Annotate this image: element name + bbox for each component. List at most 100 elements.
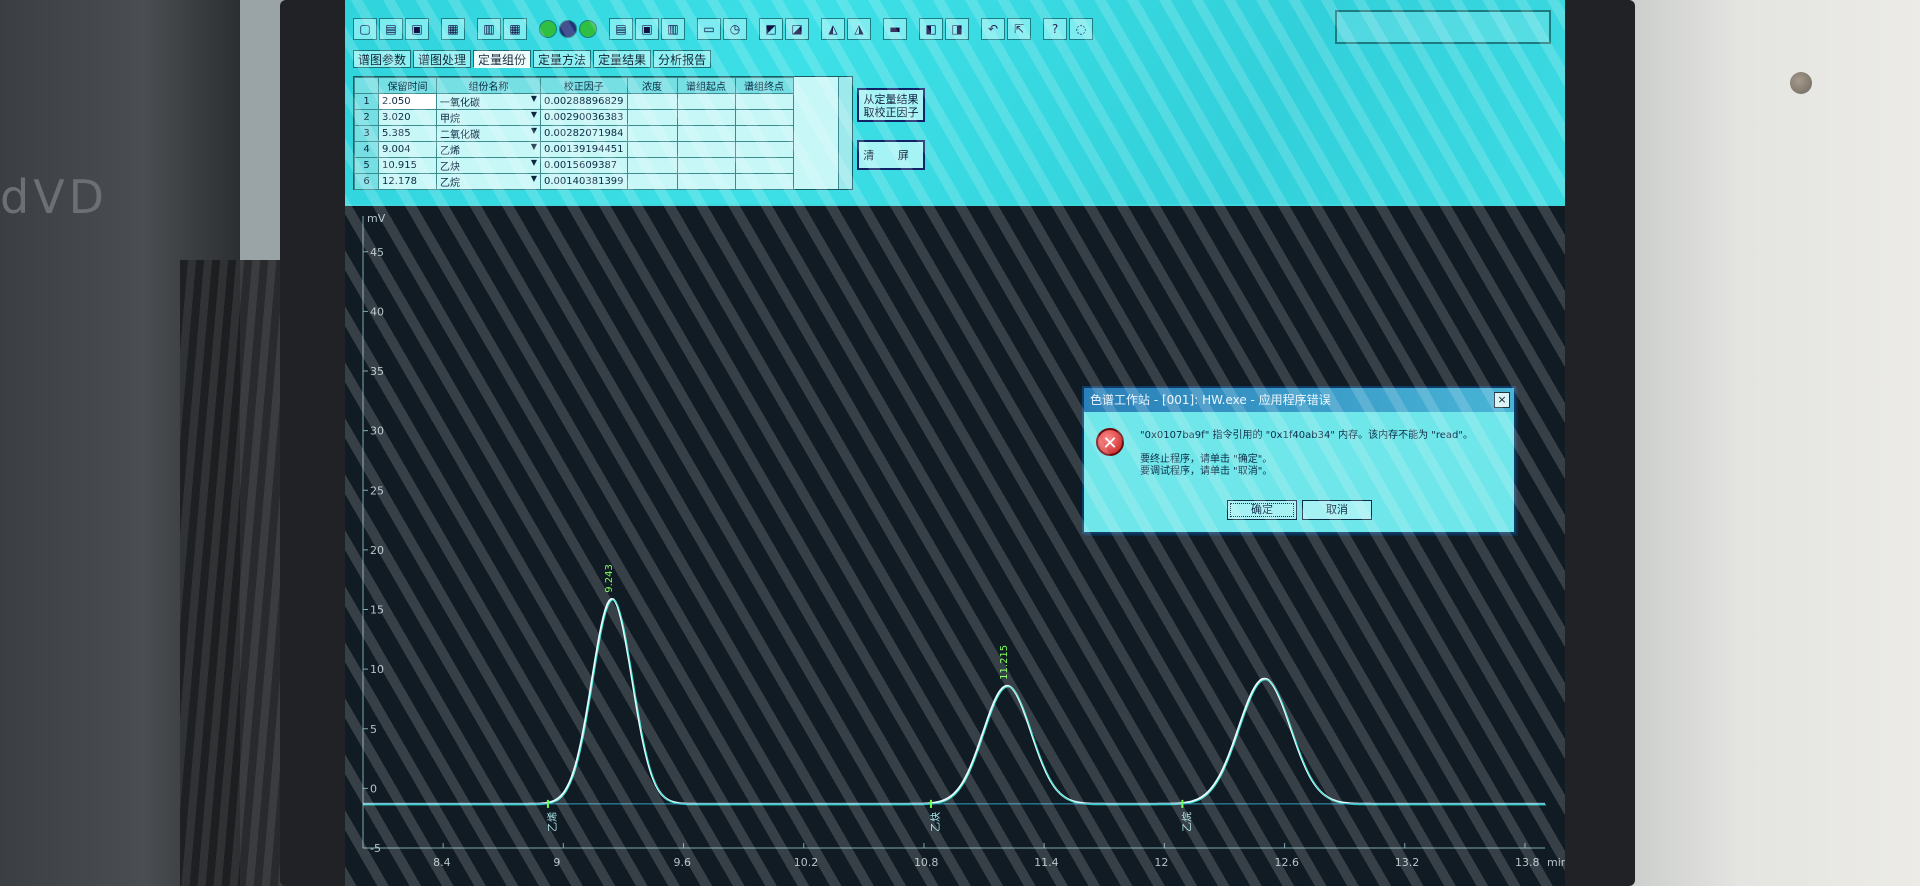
print-icon[interactable]: ▦: [441, 18, 465, 40]
baseline-icon[interactable]: ◮: [847, 18, 871, 40]
component-name-cell[interactable]: 二氧化碳 ▼: [436, 125, 541, 142]
compare-icon[interactable]: ◨: [945, 18, 969, 40]
group-start-cell[interactable]: [676, 157, 736, 174]
row-number: 3: [354, 125, 379, 142]
correction-factor-cell[interactable]: 0.00139194451: [540, 141, 628, 158]
component-name-cell[interactable]: 乙炔 ▼: [436, 157, 541, 174]
export-icon[interactable]: ⇱: [1007, 18, 1031, 40]
group-end-cell[interactable]: [734, 109, 794, 126]
group-start-cell[interactable]: [676, 173, 736, 190]
correction-factor-cell[interactable]: 0.00282071984: [540, 125, 628, 142]
overlay-icon[interactable]: ◧: [919, 18, 943, 40]
zoom-out-icon[interactable]: ◪: [785, 18, 809, 40]
tab-spectrum-processing[interactable]: 谱图处理: [413, 50, 472, 68]
retention-time-cell[interactable]: 12.178: [378, 173, 437, 190]
component-name-header: 组份名称: [436, 77, 541, 94]
peak-component-label: 乙烷: [1180, 812, 1193, 832]
dropdown-arrow-icon[interactable]: ▼: [530, 110, 537, 120]
signal-trace: [363, 597, 1545, 805]
x-unit-label: min: [1547, 856, 1565, 869]
method-icon[interactable]: ▥: [661, 18, 685, 40]
correction-factor-cell[interactable]: 0.00140381399: [540, 173, 628, 190]
toolbar-input[interactable]: [1335, 10, 1551, 44]
table-row[interactable]: 1 2.050 一氧化碳 ▼ 0.00288896829: [354, 93, 794, 110]
concentration-cell[interactable]: [626, 93, 678, 110]
group-end-cell[interactable]: [734, 157, 794, 174]
help-icon[interactable]: ?: [1043, 18, 1067, 40]
tab-analysis-report[interactable]: 分析报告: [653, 50, 712, 68]
tab-quant-method[interactable]: 定量方法: [533, 50, 592, 68]
start-acquisition-icon[interactable]: [539, 20, 557, 38]
retention-time-cell[interactable]: 5.385: [378, 125, 437, 142]
group-end-cell[interactable]: [734, 125, 794, 142]
dropdown-arrow-icon[interactable]: ▼: [530, 142, 537, 152]
save-icon[interactable]: ▣: [405, 18, 429, 40]
dropdown-arrow-icon[interactable]: ▼: [530, 158, 537, 168]
table-row[interactable]: 3 5.385 二氧化碳 ▼ 0.00282071984: [354, 125, 794, 142]
close-icon[interactable]: ×: [1494, 392, 1510, 408]
tab-quant-components[interactable]: 定量组份: [473, 50, 532, 68]
table-row[interactable]: 5 10.915 乙炔 ▼ 0.0015609387: [354, 157, 794, 174]
component-name: 乙烯: [440, 146, 460, 157]
row-number: 2: [354, 109, 379, 126]
correction-factor-cell[interactable]: 0.00288896829: [540, 93, 628, 110]
group-start-cell[interactable]: [676, 141, 736, 158]
run-icon[interactable]: [579, 20, 597, 38]
report-icon[interactable]: ▣: [635, 18, 659, 40]
concentration-cell[interactable]: [626, 173, 678, 190]
retention-time-cell[interactable]: 9.004: [378, 141, 437, 158]
clear-screen-button[interactable]: 清 屏: [857, 140, 925, 170]
get-factor-from-results-button[interactable]: 从定量结果取校正因子: [857, 88, 925, 122]
stop-acquisition-icon[interactable]: [559, 20, 577, 38]
group-start-cell[interactable]: [676, 125, 736, 142]
data-icon[interactable]: ▥: [477, 18, 501, 40]
settings-icon[interactable]: ◷: [723, 18, 747, 40]
dropdown-arrow-icon[interactable]: ▼: [530, 174, 537, 184]
x-tick-label: 12: [1154, 856, 1168, 869]
x-tick-label: 11.4: [1034, 856, 1059, 869]
peak-icon[interactable]: ◭: [821, 18, 845, 40]
concentration-cell[interactable]: [626, 125, 678, 142]
component-name-cell[interactable]: 甲烷 ▼: [436, 109, 541, 126]
about-icon[interactable]: ◌: [1069, 18, 1093, 40]
integrate-icon[interactable]: ▬: [883, 18, 907, 40]
row-number: 4: [354, 141, 379, 158]
table-row[interactable]: 4 9.004 乙烯 ▼ 0.00139194451: [354, 141, 794, 158]
dialog-instruction-ok: 要终止程序，请单击 "确定"。: [1140, 454, 1273, 465]
window-icon[interactable]: ▭: [697, 18, 721, 40]
retention-time-cell[interactable]: 2.050: [378, 93, 437, 110]
group-end-cell[interactable]: [734, 93, 794, 110]
tab-spectrum-params[interactable]: 谱图参数: [353, 50, 412, 68]
table-row[interactable]: 2 3.020 甲烷 ▼ 0.00290036383: [354, 109, 794, 126]
group-start-cell[interactable]: [676, 109, 736, 126]
component-name-cell[interactable]: 乙烯 ▼: [436, 141, 541, 158]
component-name-cell[interactable]: 乙烷 ▼: [436, 173, 541, 190]
open-folder-icon[interactable]: ▤: [379, 18, 403, 40]
concentration-cell[interactable]: [626, 109, 678, 126]
cancel-button[interactable]: 取消: [1302, 500, 1372, 520]
retention-time-cell[interactable]: 3.020: [378, 109, 437, 126]
calc-icon[interactable]: ▤: [609, 18, 633, 40]
x-tick-label: 10.2: [794, 856, 819, 869]
zoom-in-icon[interactable]: ◩: [759, 18, 783, 40]
concentration-cell[interactable]: [626, 141, 678, 158]
chromatogram-chart[interactable]: -5 0 5 10 15 20 25 30 35 40 45 mV 8.4 9 9.6 10.2 10.8 11.…: [345, 204, 1565, 886]
group-start-cell[interactable]: [676, 93, 736, 110]
peak-component-label: 乙烯: [546, 812, 559, 832]
correction-factor-cell[interactable]: 0.0015609387: [540, 157, 628, 174]
correction-factor-cell[interactable]: 0.00290036383: [540, 109, 628, 126]
group-end-cell[interactable]: [734, 141, 794, 158]
dropdown-arrow-icon[interactable]: ▼: [530, 126, 537, 136]
concentration-cell[interactable]: [626, 157, 678, 174]
undo-icon[interactable]: ↶: [981, 18, 1005, 40]
table-icon[interactable]: ▦: [503, 18, 527, 40]
retention-time-cell[interactable]: 10.915: [378, 157, 437, 174]
ok-button[interactable]: 确定: [1227, 500, 1297, 520]
group-end-cell[interactable]: [734, 173, 794, 190]
new-file-icon[interactable]: ▢: [353, 18, 377, 40]
table-scrollbar[interactable]: [838, 77, 852, 189]
dropdown-arrow-icon[interactable]: ▼: [530, 94, 537, 104]
table-row[interactable]: 6 12.178 乙烷 ▼ 0.00140381399: [354, 173, 794, 190]
tab-quant-results[interactable]: 定量结果: [593, 50, 652, 68]
component-name-cell[interactable]: 一氧化碳 ▼: [436, 93, 541, 110]
